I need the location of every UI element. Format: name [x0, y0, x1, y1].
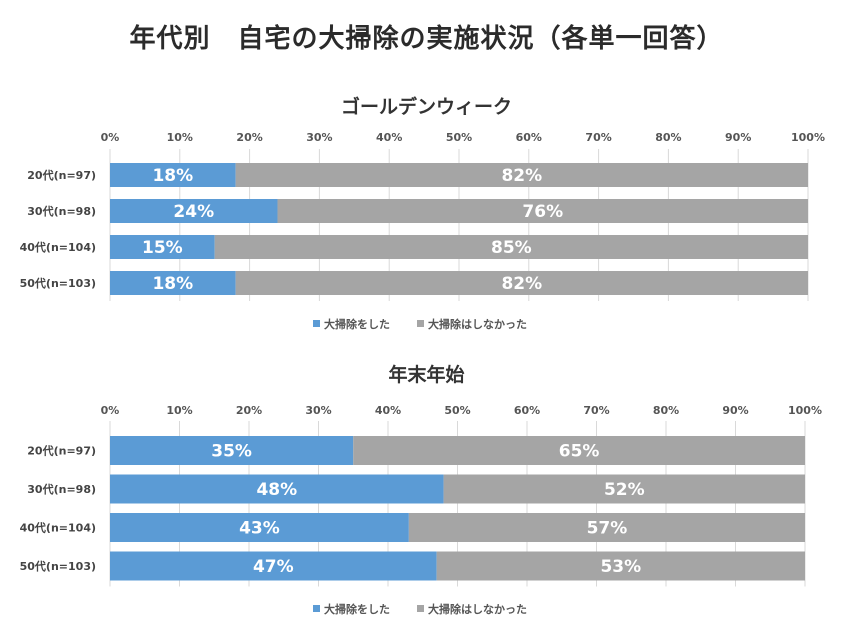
bar-did-clean — [110, 436, 354, 465]
bar-did-not-clean — [353, 436, 805, 465]
data-label: 53% — [600, 557, 641, 577]
x-tick-label: 10% — [167, 131, 193, 144]
bar-did-clean — [110, 199, 278, 223]
bar-did-clean — [110, 163, 236, 187]
data-label: 18% — [152, 274, 193, 294]
data-label: 65% — [559, 442, 600, 462]
legend: 大掃除をした 大掃除はしなかった — [313, 317, 527, 331]
bar-did-not-clean — [277, 199, 808, 223]
legend-label: 大掃除はしなかった — [428, 317, 527, 331]
category-label: 30代(n=98) — [27, 204, 96, 218]
x-tick-label: 90% — [722, 404, 748, 417]
category-label: 50代(n=103) — [20, 276, 96, 290]
legend: 大掃除をした 大掃除はしなかった — [313, 602, 527, 616]
data-label: 43% — [239, 519, 280, 539]
category-label: 30代(n=98) — [27, 482, 96, 496]
legend-label: 大掃除をした — [324, 317, 390, 331]
x-tick-label: 20% — [236, 404, 262, 417]
data-label: 85% — [491, 238, 532, 258]
bar-did-not-clean — [436, 551, 805, 581]
legend-swatch — [417, 320, 424, 327]
category-label: 40代(n=104) — [20, 240, 96, 254]
legend-swatch — [417, 605, 424, 612]
category-label: 50代(n=103) — [20, 559, 96, 573]
chart-golden-week: ゴールデンウィーク 0% 10% 20% 30% 40% 50% 60% 70% 80% 90% 10… — [20, 95, 825, 331]
data-label: 15% — [142, 238, 183, 258]
x-tick-label: 80% — [653, 404, 679, 417]
legend-swatch — [313, 320, 320, 327]
bar-did-not-clean — [443, 474, 805, 504]
data-label: 35% — [211, 442, 252, 462]
x-tick-label: 60% — [514, 404, 540, 417]
x-tick-label: 0% — [101, 404, 120, 417]
x-tick-label: 70% — [583, 404, 609, 417]
bar-did-not-clean — [235, 163, 808, 187]
data-label: 18% — [152, 166, 193, 186]
x-tick-label: 80% — [655, 131, 681, 144]
data-label: 48% — [256, 480, 297, 500]
legend-label: 大掃除はしなかった — [428, 602, 527, 616]
chart-title: 年末年始 — [388, 363, 464, 386]
x-tick-label: 90% — [725, 131, 751, 144]
category-label: 20代(n=97) — [27, 168, 96, 182]
category-label: 20代(n=97) — [27, 444, 96, 458]
category-label: 40代(n=104) — [20, 521, 96, 535]
x-tick-label: 40% — [376, 131, 402, 144]
bar-did-clean — [110, 271, 236, 295]
data-label: 76% — [522, 202, 563, 222]
page-title: 年代別 自宅の大掃除の実施状況（各単一回答） — [129, 24, 724, 54]
x-tick-label: 20% — [236, 131, 262, 144]
x-tick-label: 100% — [791, 131, 825, 144]
bar-did-clean — [110, 474, 444, 504]
bar-did-not-clean — [214, 235, 808, 259]
data-label: 52% — [604, 480, 645, 500]
legend-label: 大掃除をした — [324, 602, 390, 616]
data-label: 82% — [501, 166, 542, 186]
x-tick-label: 0% — [101, 131, 120, 144]
data-label: 24% — [173, 202, 214, 222]
data-label: 47% — [253, 557, 294, 577]
bar-did-clean — [110, 235, 215, 259]
legend-swatch — [313, 605, 320, 612]
bar-did-not-clean — [408, 513, 805, 542]
x-tick-label: 50% — [446, 131, 472, 144]
data-label: 57% — [587, 519, 628, 539]
x-tick-label: 70% — [585, 131, 611, 144]
data-label: 82% — [501, 274, 542, 294]
bar-did-clean — [110, 513, 409, 542]
x-tick-label: 100% — [788, 404, 822, 417]
bar-did-not-clean — [235, 271, 808, 295]
x-tick-label: 60% — [516, 131, 542, 144]
chart-title: ゴールデンウィーク — [341, 95, 512, 118]
bar-did-clean — [110, 551, 437, 581]
x-tick-label: 40% — [375, 404, 401, 417]
x-tick-label: 10% — [166, 404, 192, 417]
x-tick-label: 30% — [305, 404, 331, 417]
chart-year-end: 年末年始 0% 10% 20% 30% 40% 50% 60% 70% 80% 90% 100% 20代… — [20, 363, 822, 616]
x-tick-label: 50% — [444, 404, 470, 417]
x-tick-label: 30% — [306, 131, 332, 144]
